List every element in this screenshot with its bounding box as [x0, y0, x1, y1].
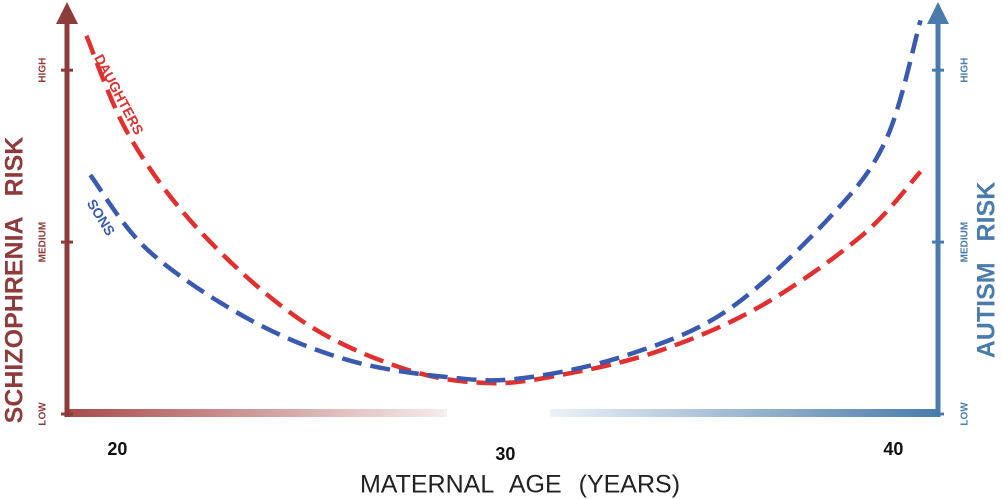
y-axis-arrow — [56, 2, 78, 24]
y2-tick-label: LOW — [960, 402, 971, 426]
y2-axis-arrow — [927, 2, 949, 24]
x-tick-label: 30 — [495, 444, 515, 464]
series-label: SONS — [84, 196, 119, 238]
y-tick-label: LOW — [38, 402, 49, 426]
y-axis-title: SCHIZOPHRENIA RISK — [1, 137, 29, 424]
x-axis-left — [67, 409, 447, 417]
y2-tick-label: MEDIUM — [960, 222, 971, 263]
y-tick-label: HIGH — [38, 58, 49, 83]
x-axis-right — [550, 409, 938, 417]
series-line — [84, 34, 923, 386]
x-tick-label: 20 — [107, 439, 127, 459]
series-line — [88, 19, 923, 383]
y2-axis-title: AUTISM RISK — [973, 182, 1001, 359]
series-label: DAUGHTERS — [91, 51, 147, 137]
x-axis-title: MATERNAL AGE (YEARS) — [360, 471, 680, 499]
y2-tick-label: HIGH — [960, 58, 971, 83]
x-tick-label: 40 — [883, 439, 903, 459]
y-tick-label: MEDIUM — [38, 222, 49, 263]
